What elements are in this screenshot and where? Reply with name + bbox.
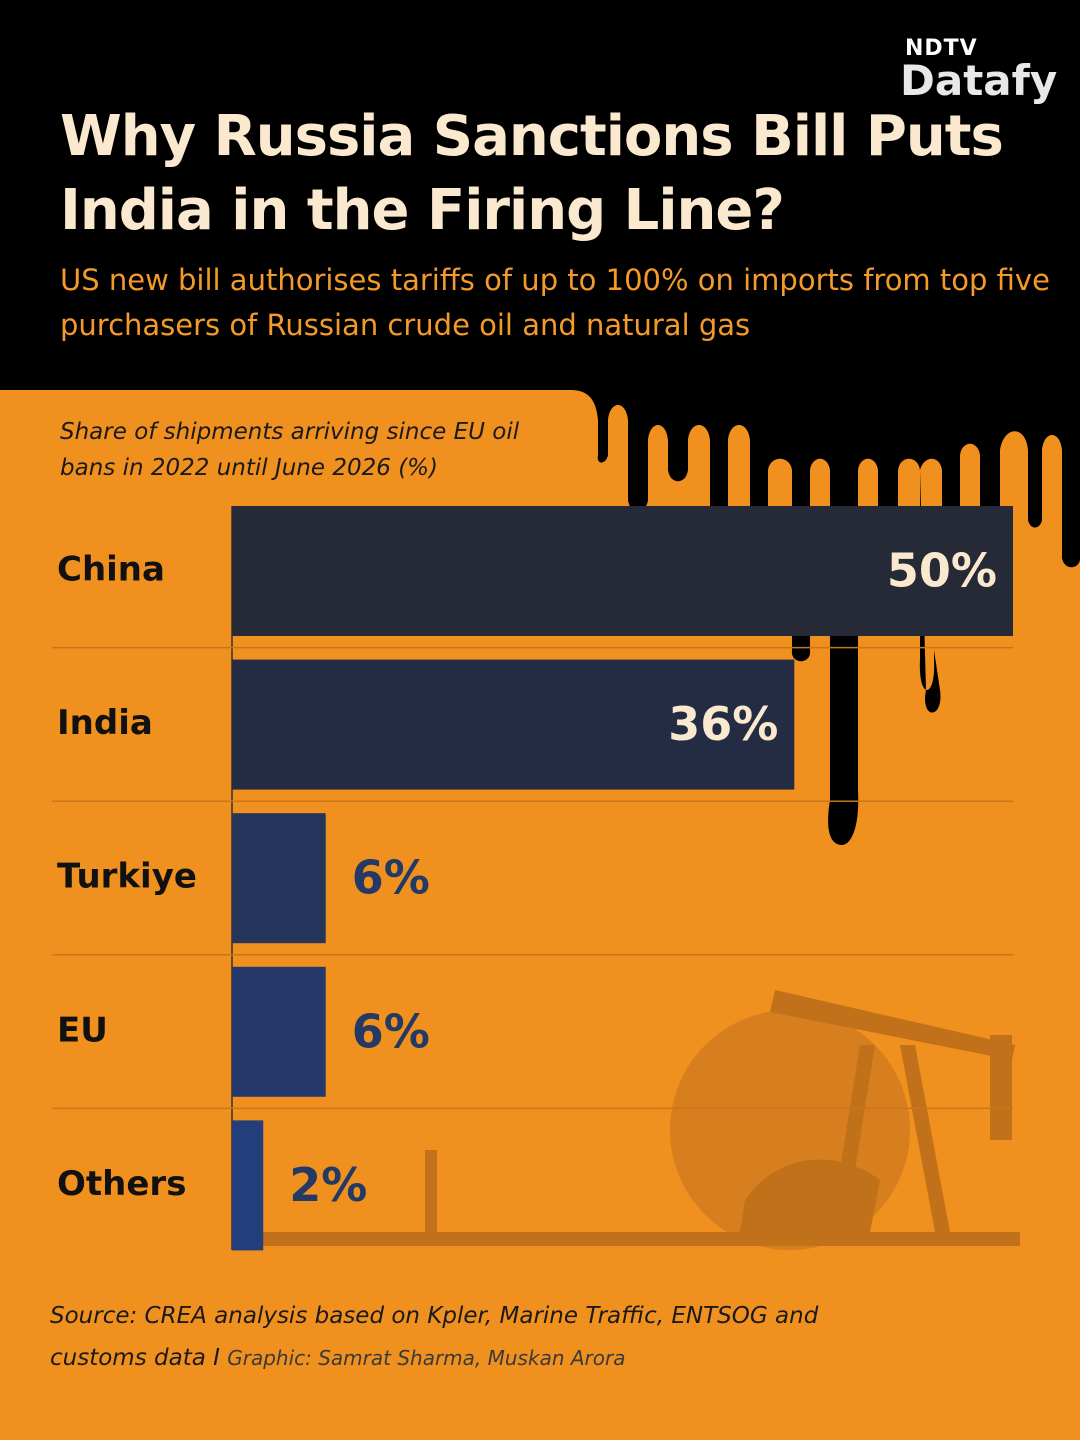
category-label: China: [57, 550, 165, 590]
source-note: Source: CREA analysis based on Kpler, Ma…: [50, 1295, 910, 1379]
bar: [232, 659, 795, 790]
value-label: 2%: [289, 1158, 367, 1212]
source: Source: CREA analysis based on Kpler, Ma…: [50, 1303, 819, 1371]
chart-note: Share of shipments arriving since EU oil…: [60, 419, 520, 481]
category-label: Others: [57, 1164, 186, 1204]
bar: [232, 966, 326, 1097]
category-label: EU: [57, 1010, 108, 1050]
category-label: India: [57, 703, 153, 743]
value-label: 6%: [352, 1004, 430, 1058]
bar: [232, 506, 1013, 636]
value-label: 50%: [887, 544, 997, 598]
chart-title: Why Russia Sanctions Bill Puts India in …: [60, 104, 1004, 243]
brand-top: NDTV: [905, 36, 978, 61]
value-label: 36%: [668, 697, 778, 751]
bar: [232, 1120, 264, 1251]
chart-subtitle: US new bill authorises tariffs of up to …: [60, 263, 1050, 342]
credit: Graphic: Samrat Sharma, Muskan Arora: [227, 1346, 626, 1370]
brand-name: Datafy: [900, 56, 1058, 105]
bar: [232, 813, 326, 944]
pump-silhouette: [240, 990, 1020, 1246]
value-label: 6%: [352, 851, 430, 905]
category-label: Turkiye: [57, 857, 197, 897]
